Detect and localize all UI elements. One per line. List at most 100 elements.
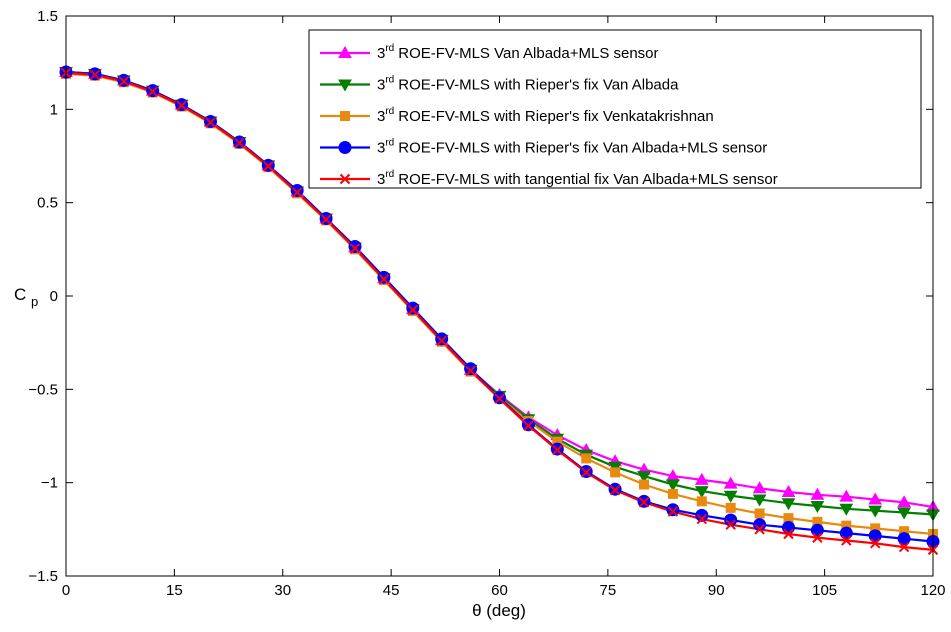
- series-2-point: [666, 479, 680, 492]
- series-5-point: [349, 243, 361, 254]
- y-tick-label: 1: [50, 101, 58, 118]
- legend-order-superscript: rd: [385, 43, 394, 54]
- legend-order-number: 3: [377, 171, 385, 188]
- tick-layer: 0 15 30 45 60 75 90 105 120 −1.5 −1 −0.5 0 0.5 1 1.5: [28, 8, 945, 599]
- series-5-point: [494, 393, 505, 404]
- x-marker-stroke: [609, 484, 621, 496]
- series-5-point: [552, 444, 563, 456]
- series-3-point: [696, 496, 707, 507]
- x-tick-label: 90: [708, 582, 725, 599]
- series-4-point: [290, 184, 304, 198]
- series-5-point: [320, 214, 332, 225]
- x-marker-stroke: [725, 519, 736, 530]
- x-marker-stroke: [754, 524, 765, 535]
- series-5-point: [754, 524, 765, 535]
- legend-order-number: 3: [377, 140, 385, 157]
- series-5-point: [898, 541, 910, 553]
- x-marker-stroke: [291, 187, 303, 198]
- x-marker-stroke: [812, 532, 823, 543]
- x-marker-stroke: [494, 393, 505, 404]
- series-4-point: [897, 532, 911, 546]
- series-5-point: [234, 137, 245, 149]
- series-5-point: [118, 76, 130, 87]
- series-4-point: [839, 526, 853, 540]
- series-3-point: [754, 508, 765, 519]
- series-2-point: [839, 503, 854, 516]
- x-marker-stroke: [407, 304, 419, 316]
- y-axis-label-main: C: [14, 285, 26, 304]
- legend-series-name: ROE-FV-MLS with Rieper's fix Van Albada: [398, 77, 679, 94]
- series-2-point: [637, 471, 651, 484]
- x-marker-stroke: [320, 214, 332, 225]
- legend-swatch-marker: [338, 79, 352, 92]
- y-axis-label: C p: [14, 285, 38, 309]
- series-1-point: [810, 487, 825, 500]
- x-marker-stroke: [552, 444, 563, 456]
- series-5-point: [205, 117, 216, 128]
- x-marker-stroke: [841, 535, 852, 546]
- series-2-point: [694, 486, 709, 499]
- x-tick-label: 15: [166, 582, 183, 599]
- legend-order-number: 3: [377, 108, 385, 125]
- series-2-point: [810, 501, 825, 514]
- series-4-point: [377, 270, 391, 284]
- legend-swatch-marker: [338, 141, 352, 154]
- series-1-point: [897, 495, 911, 508]
- x-tick-label: 105: [812, 582, 837, 599]
- legend-entry-5: 3rd ROE-FV-MLS with tangential fix Van Al…: [320, 169, 778, 188]
- series-5-point: [436, 335, 447, 347]
- legend-swatch-marker: [338, 45, 352, 58]
- series-5-point: [841, 535, 852, 546]
- series-4-point: [464, 362, 478, 376]
- legend-swatch-marker: [340, 111, 350, 121]
- series-5-point: [812, 532, 823, 543]
- series-5-point: [407, 304, 419, 316]
- marker-layer: [59, 64, 940, 556]
- x-marker-stroke: [339, 173, 351, 185]
- series-5-point: [609, 484, 621, 496]
- legend-series-name: ROE-FV-MLS with tangential fix Van Albad…: [398, 171, 778, 188]
- y-tick-label: −0.5: [28, 381, 58, 398]
- x-marker-stroke: [898, 541, 910, 553]
- series-5-point: [783, 528, 794, 540]
- series-5-point: [696, 513, 708, 525]
- series-4-point: [666, 503, 680, 517]
- legend-order-number: 3: [377, 77, 385, 94]
- series-3-point: [581, 453, 592, 464]
- legend-order-superscript: rd: [385, 169, 394, 180]
- x-marker-stroke: [783, 528, 794, 540]
- legend-label: 3rd ROE-FV-MLS with Rieper's fix Van Alba…: [377, 75, 679, 94]
- series-1-point: [694, 472, 709, 485]
- series-1-point: [723, 476, 738, 489]
- legend-entry-3: 3rd ROE-FV-MLS with Rieper's fix Venkatak…: [320, 106, 714, 125]
- series-5-point: [465, 365, 476, 376]
- series-5-point: [291, 187, 303, 198]
- x-marker-stroke: [638, 497, 650, 508]
- x-tick-label: 30: [274, 582, 291, 599]
- y-tick-label: 0: [50, 288, 58, 305]
- x-marker-stroke: [147, 86, 158, 97]
- legend-label: 3rd ROE-FV-MLS Van Albada+MLS sensor: [377, 43, 659, 62]
- series-1-point: [868, 492, 883, 505]
- x-marker-stroke: [667, 506, 679, 517]
- y-tick-label: 1.5: [37, 8, 58, 25]
- x-tick-label: 45: [383, 582, 400, 599]
- x-marker-stroke: [118, 76, 130, 87]
- y-tick-label: −1.5: [28, 568, 58, 585]
- x-marker-stroke: [234, 137, 245, 149]
- legend-box: [308, 29, 922, 189]
- series-2-point: [723, 490, 738, 503]
- legend-label: 3rd ROE-FV-MLS with Rieper's fix Venkatak…: [377, 106, 714, 125]
- legend-order-number: 3: [377, 45, 385, 62]
- series-5-point: [378, 273, 390, 285]
- series-1-point: [839, 489, 854, 502]
- series-5-point: [638, 497, 650, 508]
- x-tick-label: 0: [62, 582, 70, 599]
- x-marker-stroke: [580, 467, 592, 478]
- series-5-point: [176, 100, 187, 111]
- x-marker-stroke: [263, 161, 274, 172]
- x-marker-stroke: [205, 117, 216, 128]
